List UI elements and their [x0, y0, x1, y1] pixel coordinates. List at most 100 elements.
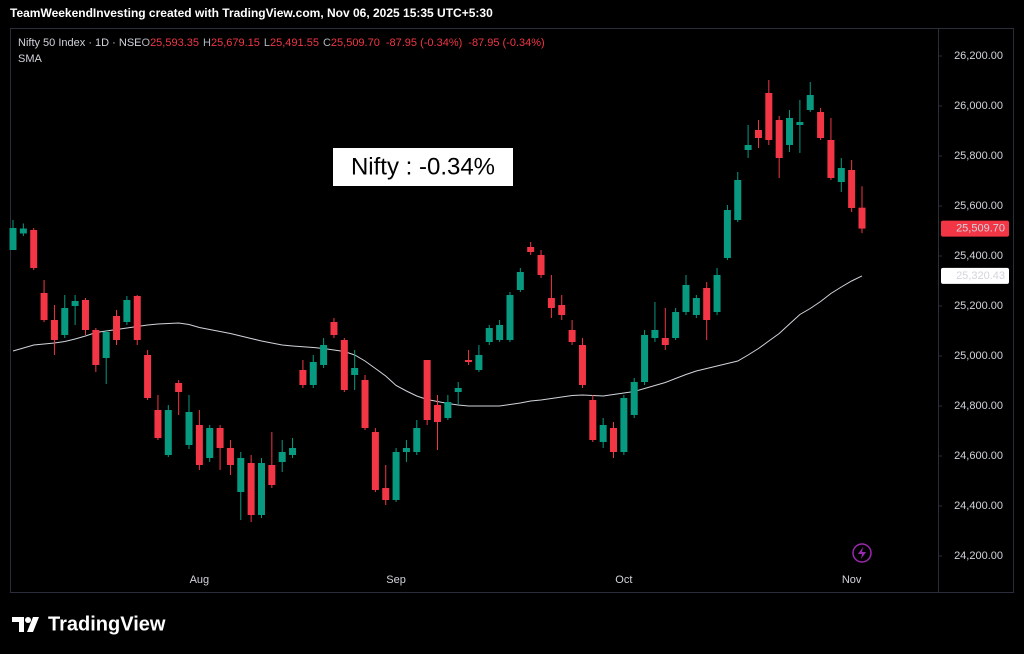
indicator-label: SMA — [18, 53, 43, 65]
candle-body — [485, 328, 493, 342]
candle-body — [806, 95, 814, 110]
candle-body — [61, 308, 69, 335]
candle-body — [744, 145, 752, 150]
candle-body — [278, 452, 286, 462]
candle-body — [164, 410, 172, 455]
candle-body — [723, 210, 731, 258]
ohlc-key: C — [323, 37, 331, 49]
candle-body — [775, 120, 783, 158]
candle-body — [641, 335, 649, 382]
y-tick-label: 24,400.00 — [954, 500, 1003, 512]
ohlc-key: H — [203, 37, 211, 49]
y-tick-label: 24,200.00 — [954, 550, 1003, 562]
candle-body — [268, 465, 276, 485]
candle-body — [754, 130, 762, 138]
y-tick-label: 24,800.00 — [954, 400, 1003, 412]
candle-body — [599, 425, 607, 442]
candle-body — [113, 316, 121, 340]
candle-body — [610, 428, 618, 452]
y-tick-label: 25,000.00 — [954, 350, 1003, 362]
candle-body — [247, 463, 255, 515]
candle-body — [195, 425, 203, 465]
ohlc-value: 25,679.15 — [211, 37, 260, 49]
candle-body — [796, 122, 804, 125]
candle-body — [837, 168, 845, 182]
candle-body — [226, 448, 234, 465]
candle-body — [475, 355, 483, 370]
y-tick-label: 25,400.00 — [954, 250, 1003, 262]
candle-body — [19, 228, 27, 234]
candle-body — [734, 180, 742, 220]
change: -87.95 (-0.34%) — [386, 37, 462, 49]
candle-body — [81, 300, 89, 330]
x-tick-label: Nov — [842, 574, 862, 586]
candle-body — [175, 383, 183, 392]
candle-body — [30, 230, 38, 268]
candle-body — [320, 345, 328, 365]
candle-body — [786, 118, 794, 145]
candle-body — [289, 448, 297, 455]
y-tick-label: 25,800.00 — [954, 150, 1003, 162]
alert-icon-bolt — [858, 547, 866, 559]
candle-body — [92, 330, 100, 365]
alert-icon[interactable] — [852, 543, 872, 563]
y-tick-label: 25,200.00 — [954, 300, 1003, 312]
candle-body — [351, 368, 359, 375]
y-tick-label: 24,600.00 — [954, 450, 1003, 462]
candle-body — [206, 428, 214, 458]
candle-body — [465, 360, 473, 362]
candle-body — [765, 93, 773, 140]
candle-body — [330, 322, 338, 335]
y-tick-label: 25,600.00 — [954, 200, 1003, 212]
ohlc-value: 25,593.35 — [150, 37, 199, 49]
candle-body — [692, 298, 700, 315]
candle-body — [123, 300, 131, 322]
annotation-box — [333, 148, 513, 186]
candle-body — [578, 345, 586, 385]
candle-body — [682, 285, 690, 312]
candle-body — [71, 301, 79, 306]
candle-body — [848, 170, 856, 208]
x-tick-label: Oct — [615, 574, 632, 586]
brand: TradingView — [48, 613, 166, 635]
candle-body — [589, 400, 597, 440]
candle-body — [713, 275, 721, 312]
candle-body — [858, 207, 866, 229]
candle-body — [361, 380, 369, 428]
candle-body — [216, 428, 224, 448]
sma-price-label: 25,320.43 — [956, 270, 1005, 282]
watermark: TeamWeekendInvesting created with Tradin… — [10, 6, 493, 20]
candle-body — [547, 298, 555, 308]
candle-body — [496, 325, 504, 340]
candle-body — [402, 448, 410, 452]
candle-body — [527, 247, 535, 252]
annotation: Nifty : -0.34% — [351, 153, 495, 180]
candle-body — [9, 228, 17, 250]
change: -87.95 (-0.34%) — [468, 37, 544, 49]
candle-body — [340, 340, 348, 390]
sma-price-tag — [941, 267, 1009, 284]
logo — [12, 617, 39, 632]
last-price-label: 25,509.70 — [956, 222, 1005, 234]
candle-body — [144, 355, 152, 398]
candle-body — [102, 332, 110, 358]
candle-body — [703, 288, 711, 320]
y-tick-label: 26,000.00 — [954, 100, 1003, 112]
candle-body — [506, 295, 514, 340]
candle-body — [434, 405, 441, 422]
candle-body — [40, 293, 48, 320]
x-tick-label: Sep — [386, 574, 406, 586]
candle-body — [651, 330, 659, 338]
candle-body — [371, 432, 379, 490]
candle-body — [299, 370, 307, 385]
candle-body — [516, 272, 524, 290]
candle-body — [558, 305, 566, 315]
candle-body — [817, 112, 825, 138]
x-tick-label: Aug — [190, 574, 210, 586]
candle-body — [309, 362, 317, 385]
candle-body — [413, 428, 421, 452]
candle-body — [537, 255, 545, 275]
candle-body — [133, 296, 141, 340]
ohlc-key: L — [264, 37, 270, 49]
